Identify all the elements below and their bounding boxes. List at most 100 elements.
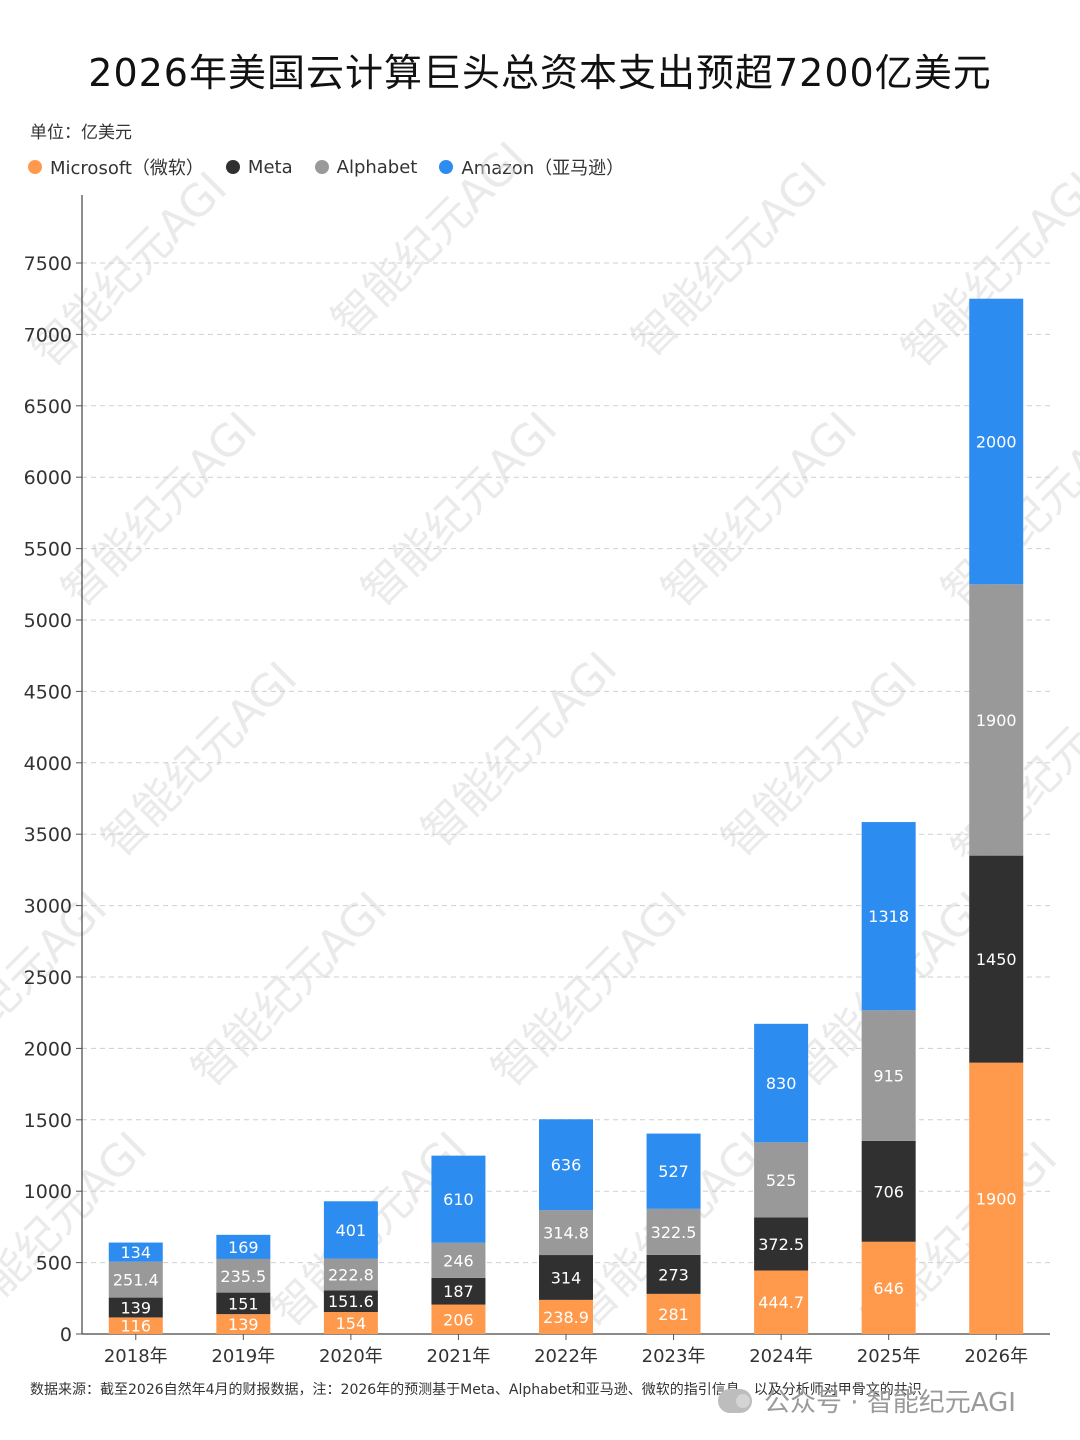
bar-label-0-3: 134 (121, 1243, 152, 1262)
y-tick-label-5500: 5500 (24, 539, 72, 561)
bar-label-5-1: 273 (658, 1265, 689, 1284)
x-tick-label-6: 2024年 (749, 1346, 813, 1367)
bar-label-8-0: 1900 (976, 1189, 1017, 1208)
bar-label-4-0: 238.9 (543, 1308, 589, 1327)
x-tick-label-8: 2026年 (964, 1346, 1028, 1367)
y-tick-label-500: 500 (36, 1253, 72, 1275)
source-note: 数据来源：截至2026自然年4月的财报数据，注：2026年的预测基于Meta、A… (30, 1382, 922, 1398)
bar-2-3 (323, 1201, 378, 1259)
legend-marker-meta (225, 160, 240, 174)
bar-label-0-0: 116 (121, 1317, 152, 1336)
y-tick-label-6500: 6500 (24, 396, 72, 418)
bar-label-8-1: 1450 (976, 950, 1017, 969)
y-tick-label-1500: 1500 (24, 1110, 72, 1132)
footer-watermark: 公众号 · 智能纪元AGI (718, 1382, 1016, 1419)
bar-label-6-2: 525 (766, 1171, 797, 1190)
bar-label-2-2: 222.8 (328, 1265, 374, 1284)
x-tick-label-4: 2022年 (534, 1346, 598, 1367)
bar-1-1 (216, 1292, 271, 1315)
bar-label-8-3: 2000 (976, 433, 1017, 452)
watermark-text-1: 智能纪元AGI (322, 132, 537, 347)
bar-label-3-1: 187 (443, 1282, 474, 1301)
y-tick-label-4000: 4000 (24, 753, 72, 775)
bar-2-2 (323, 1258, 378, 1291)
legend-item-alphabet: Alphabet (314, 156, 418, 178)
bar-label-1-3: 169 (228, 1238, 259, 1257)
bar-2-1 (323, 1290, 378, 1313)
y-tick-label-4500: 4500 (24, 681, 72, 703)
bar-6-1 (754, 1217, 809, 1271)
legend-item-amazon: Amazon（亚马逊） (439, 154, 624, 180)
bar-1-3 (216, 1234, 271, 1259)
bar-6-3 (754, 1023, 809, 1143)
watermark-text-14: 智能纪元AGI (482, 882, 697, 1097)
bar-0-0 (108, 1317, 163, 1334)
bar-5-2 (646, 1208, 701, 1255)
bar-label-6-1: 372.5 (758, 1235, 804, 1254)
bar-label-4-3: 636 (551, 1156, 582, 1175)
y-tick-label-2500: 2500 (24, 967, 72, 989)
bar-label-3-3: 610 (443, 1190, 474, 1209)
bar-label-7-3: 1318 (868, 907, 909, 926)
bar-8-0 (969, 1062, 1024, 1334)
bar-1-2 (216, 1258, 271, 1293)
bar-label-5-0: 281 (658, 1305, 689, 1324)
bar-7-1 (861, 1140, 916, 1242)
bar-label-6-3: 830 (766, 1074, 797, 1093)
bar-6-0 (754, 1270, 809, 1334)
bar-6-2 (754, 1142, 809, 1218)
y-tick-label-3000: 3000 (24, 896, 72, 918)
bar-1-0 (216, 1314, 271, 1334)
y-tick-label-2000: 2000 (24, 1038, 72, 1060)
x-tick-label-7: 2025年 (857, 1346, 921, 1367)
bar-8-3 (969, 298, 1024, 585)
bar-label-4-2: 314.8 (543, 1224, 589, 1243)
bar-0-3 (108, 1242, 163, 1262)
watermark-text-6: 智能纪元AGI (652, 402, 867, 617)
watermark-text-9: 智能纪元AGI (412, 642, 627, 857)
unit-label: 单位：亿美元 (30, 123, 132, 143)
chart-title: 2026年美国云计算巨头总资本支出预超7200亿美元 (88, 51, 992, 95)
y-tick-label-7000: 7000 (24, 324, 72, 346)
bar-label-0-2: 251.4 (113, 1271, 159, 1290)
bar-label-6-0: 444.7 (758, 1293, 804, 1312)
watermark-text-5: 智能纪元AGI (352, 402, 567, 617)
x-tick-label-5: 2023年 (642, 1346, 706, 1367)
y-tick-label-1000: 1000 (24, 1181, 72, 1203)
y-tick-label-7500: 7500 (24, 253, 72, 275)
bar-7-2 (861, 1010, 916, 1141)
bar-5-0 (646, 1293, 701, 1334)
legend-marker-alphabet (314, 160, 329, 174)
bar-label-8-2: 1900 (976, 711, 1017, 730)
bar-label-7-0: 646 (873, 1279, 904, 1298)
bar-label-2-3: 401 (336, 1221, 367, 1240)
bar-4-2 (539, 1210, 593, 1256)
bar-label-1-2: 235.5 (220, 1267, 266, 1286)
bar-0-1 (108, 1297, 163, 1318)
bar-label-1-0: 139 (228, 1315, 259, 1334)
bar-3-1 (431, 1277, 486, 1305)
bar-3-2 (431, 1242, 486, 1278)
bar-label-7-1: 706 (873, 1182, 904, 1201)
bar-5-3 (646, 1133, 701, 1209)
legend-label-alphabet: Alphabet (336, 156, 418, 178)
legend-item-microsoft: Microsoft（微软） (28, 154, 204, 180)
bar-0-2 (108, 1261, 163, 1298)
legend-marker-amazon (439, 160, 454, 174)
bar-4-1 (539, 1255, 593, 1300)
watermark-text-4: 智能纪元AGI (52, 402, 267, 617)
bar-label-7-2: 915 (873, 1067, 904, 1086)
legend-label-meta: Meta (247, 156, 293, 178)
legend-marker-microsoft (28, 160, 42, 174)
bar-3-3 (431, 1155, 486, 1243)
y-tick-label-0: 0 (60, 1324, 72, 1346)
bar-label-3-2: 246 (443, 1251, 474, 1270)
x-tick-label-2: 2020年 (319, 1346, 383, 1367)
bar-4-3 (539, 1119, 593, 1211)
bar-8-2 (969, 584, 1024, 856)
y-tick-label-5000: 5000 (24, 610, 72, 632)
bar-label-5-3: 527 (658, 1162, 689, 1181)
watermark-text-8: 智能纪元AGI (92, 652, 307, 867)
bar-8-1 (969, 855, 1024, 1063)
